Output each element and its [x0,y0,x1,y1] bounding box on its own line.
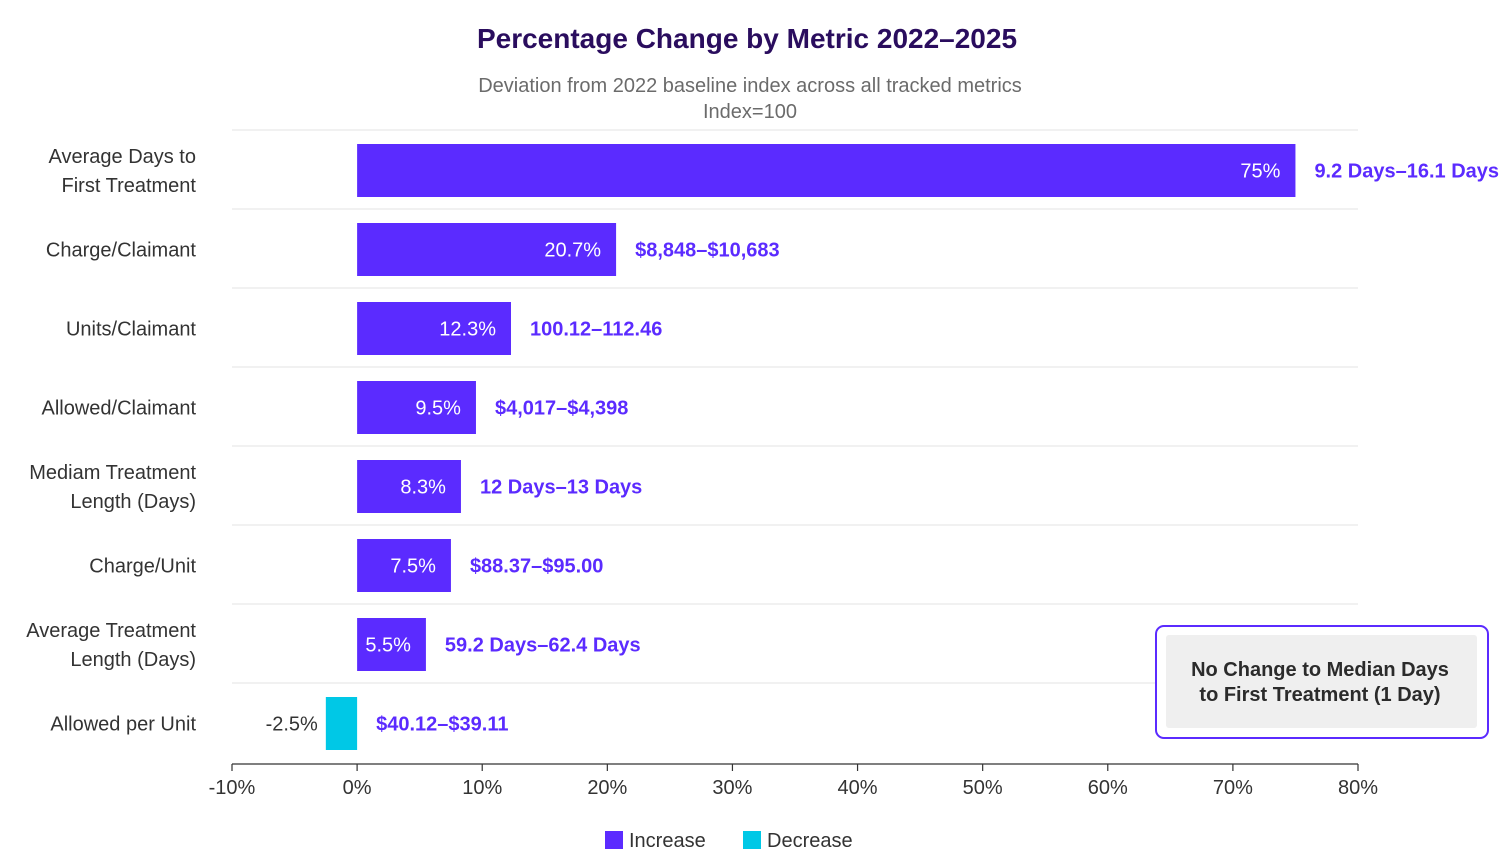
category-label-average-treatment-length-days-line-1: Average Treatment [26,620,196,642]
legend-swatch-decrease [743,831,761,849]
annotation-box: No Change to Median Days to First Treatm… [1155,625,1489,739]
value-label-charge-unit: 7.5% [390,556,436,578]
bar-allowed-per-unit [325,697,358,750]
value-label-allowed-per-unit: -2.5% [266,714,318,736]
x-tick-label: -10% [209,777,256,799]
grid-lines [232,129,1358,684]
range-label-charge-claimant: $8,848–$10,683 [635,240,780,262]
bar-charge-unit [357,539,451,592]
x-tick-label: 20% [587,777,627,799]
annotation-text-line-1: No Change to Median Days [1191,659,1449,681]
category-label-average-treatment-length-days-line-2: Length (Days) [70,649,196,671]
range-label-average-days-to-first-treatment: 9.2 Days–16.1 Days [1314,161,1499,183]
category-label-mediam-treatment-length-days-line-1: Mediam Treatment [29,462,196,484]
annotation-text-line-2: to First Treatment (1 Day) [1199,684,1440,706]
bar-charge-claimant [357,223,617,276]
category-label-charge-claimant: Charge/Claimant [46,240,197,262]
legend: Increase Decrease [605,830,853,852]
range-label-mediam-treatment-length-days: 12 Days–13 Days [480,477,642,499]
x-tick-label: 10% [462,777,502,799]
category-label-average-days-to-first-treatment-line-2: First Treatment [62,175,197,197]
category-label-units-claimant: Units/Claimant [66,319,196,341]
range-label-units-claimant: 100.12–112.46 [530,319,662,341]
category-label-allowed-per-unit: Allowed per Unit [50,714,196,736]
bars: 75% 9.2 Days–16.1 Days 20.7% $8,848–$10,683… [266,144,1499,750]
x-tick-label: 0% [343,777,372,799]
x-tick-label: 40% [838,777,878,799]
x-tick-label: 50% [963,777,1003,799]
value-label-charge-claimant: 20.7% [544,240,601,262]
category-labels: Average Days to First Treatment Charge/Cla… [26,146,196,736]
x-axis: -10% 0% 10% 20% 30% 40% 50% 60% 70% 80% [209,763,1378,799]
bar-mediam-treatment-length-days [357,460,461,513]
bar-average-days-to-first-treatment [357,144,1296,197]
value-label-mediam-treatment-length-days: 8.3% [400,477,446,499]
value-label-units-claimant: 12.3% [439,319,496,341]
category-label-mediam-treatment-length-days-line-2: Length (Days) [70,491,196,513]
range-label-allowed-per-unit: $40.12–$39.11 [376,714,508,736]
chart-subtitle-line-2: Index=100 [703,101,797,123]
bar-units-claimant [357,302,511,355]
category-label-average-days-to-first-treatment-line-1: Average Days to [49,146,197,168]
x-tick-label: 60% [1088,777,1128,799]
value-label-average-days-to-first-treatment: 75% [1240,161,1280,183]
x-tick-label: 70% [1213,777,1253,799]
range-label-allowed-claimant: $4,017–$4,398 [495,398,628,420]
legend-swatch-increase [605,831,623,849]
annotation-inner-fill [1166,635,1477,728]
bar-allowed-claimant [357,381,476,434]
x-tick-label: 30% [712,777,752,799]
legend-label-decrease: Decrease [767,830,853,852]
chart-subtitle-line-1: Deviation from 2022 baseline index acros… [478,75,1022,97]
bar-average-treatment-length-days [357,618,426,671]
legend-label-increase: Increase [629,830,706,852]
chart-title: Percentage Change by Metric 2022–2025 [477,23,1017,54]
category-label-allowed-claimant: Allowed/Claimant [41,398,196,420]
x-tick-label: 80% [1338,777,1378,799]
value-label-allowed-claimant: 9.5% [415,398,461,420]
category-label-charge-unit: Charge/Unit [89,556,196,578]
range-label-average-treatment-length-days: 59.2 Days–62.4 Days [445,635,641,657]
value-label-average-treatment-length-days: 5.5% [365,635,411,657]
range-label-charge-unit: $88.37–$95.00 [470,556,603,578]
